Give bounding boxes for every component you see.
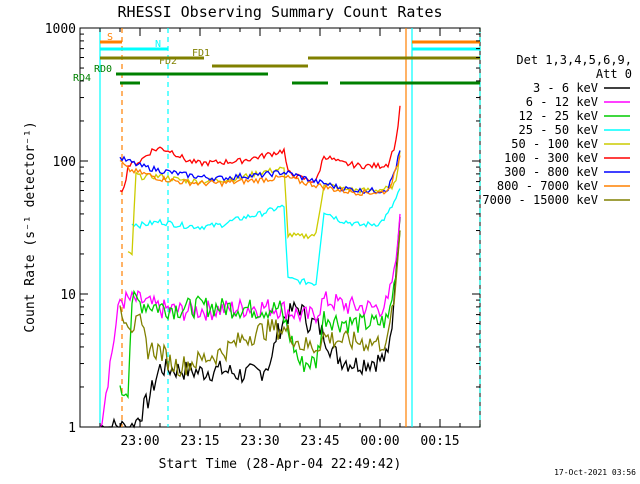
vertical-markers [99,28,481,427]
series-line-3 [131,188,401,286]
series-line-2 [119,230,401,400]
flag-label-RD4: RD4 [73,73,91,84]
legend-label-4: 50 - 100 keV [511,137,598,151]
legend-label-5: 100 - 300 keV [504,151,598,165]
legend-label-3: 25 - 50 keV [519,123,598,137]
x-tick-label-0: 23:00 [120,434,159,449]
legend-title-line2: Att 0 [596,67,632,81]
legend-label-1: 6 - 12 keV [526,95,598,109]
x-axis-label: Start Time (28-Apr-04 22:49:42) [159,457,402,472]
chart-title: RHESSI Observing Summary Count Rates [117,3,442,21]
x-tick-label-2: 23:30 [240,434,279,449]
flag-label-N: N [155,39,161,50]
legend-label-0: 3 - 6 keV [533,81,598,95]
x-tick-label-4: 00:00 [360,434,399,449]
x-tick-label-1: 23:15 [180,434,219,449]
series-line-4 [127,150,401,257]
flag-label-S: S [107,32,113,43]
series-line-0 [99,216,401,429]
series-line-8 [119,230,401,378]
legend-label-6: 300 - 800 keV [504,165,598,179]
timestamp: 17-Oct-2021 03:56 [554,468,636,477]
x-tick-label-5: 00:15 [420,434,459,449]
y-tick-label-1: 10 [60,288,76,303]
y-axis-label: Count Rate (s⁻¹ detector⁻¹) [23,121,38,332]
flag-label-RD0: RD0 [94,64,112,75]
axis-ticks: 1 10 100 1000 23:00 23:15 23:30 23:45 00:00 00:15 [45,22,481,449]
series-line-1 [99,213,401,428]
y-tick-label-3: 1000 [45,22,76,37]
series-lines [99,105,401,429]
series-line-6 [119,150,401,195]
legend-label-8: 7000 - 15000 keV [482,193,598,207]
x-tick-label-3: 23:45 [300,434,339,449]
legend-label-2: 12 - 25 keV [519,109,598,123]
series-line-5 [119,105,401,193]
y-tick-label-0: 1 [68,421,76,436]
flag-label-FD1: FD1 [192,48,210,59]
legend-title-line1: Det 1,3,4,5,6,9, [516,53,632,67]
series-line-7 [119,155,401,196]
y-tick-label-2: 100 [53,155,76,170]
legend-label-7: 800 - 7000 keV [497,179,598,193]
flag-label-FD2: FD2 [159,56,177,67]
